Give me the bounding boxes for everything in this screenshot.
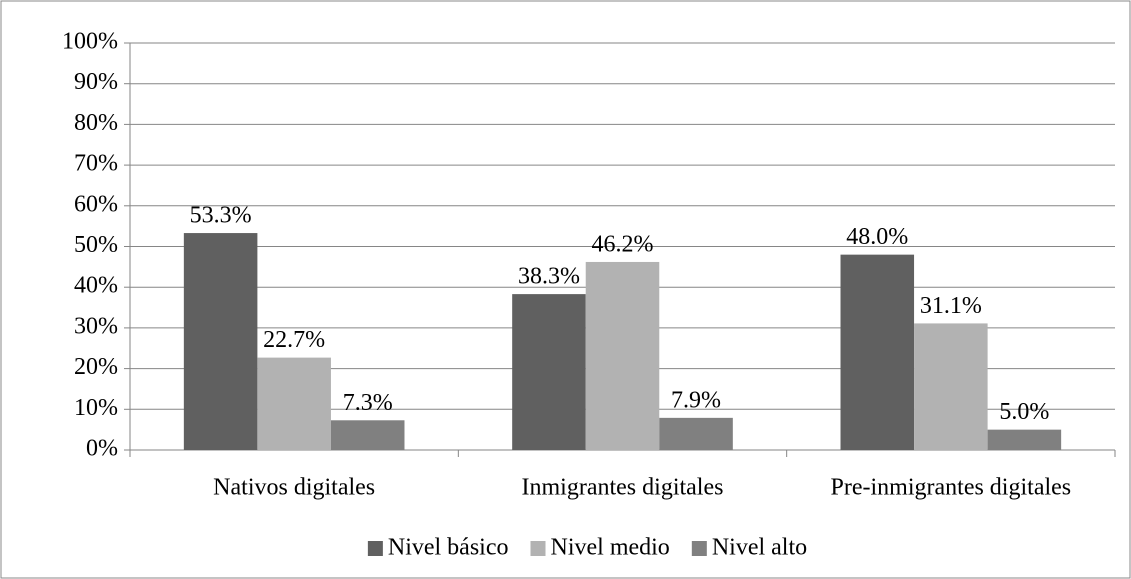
y-tick-label: 70% bbox=[74, 151, 118, 177]
bar bbox=[585, 261, 660, 450]
y-tick-label: 50% bbox=[74, 232, 118, 258]
data-label: 7.9% bbox=[671, 387, 721, 413]
legend-swatch bbox=[367, 541, 383, 556]
data-label: 7.3% bbox=[343, 390, 393, 416]
data-label: 22.7% bbox=[263, 327, 325, 353]
bar bbox=[512, 294, 586, 450]
data-label: 38.3% bbox=[518, 264, 580, 290]
y-tick-label: 30% bbox=[74, 313, 118, 339]
y-tick-label: 10% bbox=[74, 395, 118, 421]
data-label: 53.3% bbox=[190, 203, 252, 229]
bar bbox=[257, 357, 331, 450]
bar bbox=[840, 254, 915, 450]
data-label: 46.2% bbox=[592, 231, 654, 257]
x-tick-label: Pre-inmigrantes digitales bbox=[831, 475, 1072, 501]
y-tick-label: 40% bbox=[74, 273, 118, 299]
y-tick-label: 100% bbox=[62, 29, 118, 55]
bar bbox=[183, 233, 258, 450]
legend-swatch bbox=[691, 541, 707, 556]
legend-label: Nivel básico bbox=[388, 535, 509, 561]
bar bbox=[659, 417, 733, 450]
x-tick-label: Nativos digitales bbox=[213, 475, 375, 501]
x-tick-label: Inmigrantes digitales bbox=[522, 475, 724, 501]
y-tick-label: 20% bbox=[74, 354, 118, 380]
legend-label: Nivel medio bbox=[551, 535, 670, 561]
legend-swatch bbox=[530, 541, 546, 556]
bar bbox=[914, 323, 988, 450]
legend-label: Nivel alto bbox=[712, 535, 807, 561]
y-tick-label: 0% bbox=[86, 436, 118, 462]
y-tick-label: 80% bbox=[74, 110, 118, 136]
data-label: 48.0% bbox=[846, 224, 908, 250]
data-label: 5.0% bbox=[999, 399, 1049, 425]
data-label: 31.1% bbox=[920, 293, 982, 319]
y-tick-label: 60% bbox=[74, 191, 118, 217]
bar bbox=[987, 429, 1062, 450]
bar bbox=[330, 420, 405, 450]
y-tick-label: 90% bbox=[74, 69, 118, 95]
